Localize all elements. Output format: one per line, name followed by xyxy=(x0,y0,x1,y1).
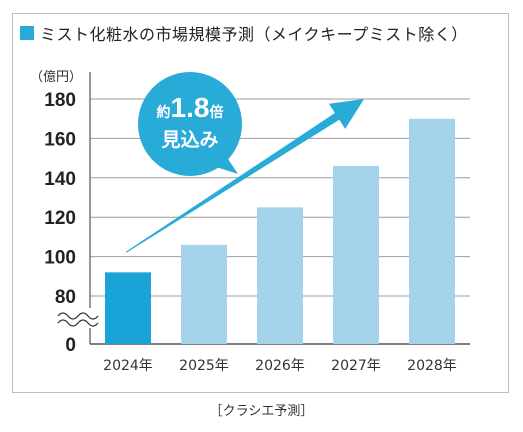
bar xyxy=(257,207,303,344)
bar xyxy=(409,118,455,344)
source-note: ［クラシエ予測］ xyxy=(209,404,314,419)
chart-title-row: ミスト化粧水の市場規模予測（メイクキープミスト除く） xyxy=(20,22,468,44)
bar xyxy=(181,244,227,344)
axis-break-wave xyxy=(57,312,99,320)
y-tick-label: 120 xyxy=(44,208,76,229)
y-tick-label: 80 xyxy=(55,287,76,308)
y-tick-label: 160 xyxy=(44,129,76,150)
bar xyxy=(333,165,379,344)
x-tick-label: 2024年 xyxy=(103,358,153,374)
y-tick-label: 180 xyxy=(44,90,76,111)
y-tick-label: 0 xyxy=(65,335,76,356)
x-tick-label: 2026年 xyxy=(255,358,305,374)
callout-line2: 見込み xyxy=(161,129,218,151)
bar xyxy=(105,272,151,344)
x-tick-label: 2028年 xyxy=(407,358,457,374)
title-square-icon xyxy=(20,26,34,40)
callout-line1: 約1.8倍 xyxy=(157,92,224,123)
y-axis-unit-label: （億円） xyxy=(30,70,83,85)
trend-arrow xyxy=(125,99,364,253)
y-tick-label: 100 xyxy=(44,248,76,269)
callout-bubble xyxy=(138,72,242,176)
y-tick-label: 140 xyxy=(44,169,76,190)
x-tick-label: 2027年 xyxy=(331,358,381,374)
axis-break-mask xyxy=(55,308,99,328)
axis-break-wave xyxy=(57,319,99,327)
bar-chart: 0 80 100 120 140 160 180 2024年 2025年 2026年 2027年 20… xyxy=(44,72,470,374)
chart-title: ミスト化粧水の市場規模予測（メイクキープミスト除く） xyxy=(40,25,468,44)
x-tick-label: 2025年 xyxy=(179,358,229,374)
